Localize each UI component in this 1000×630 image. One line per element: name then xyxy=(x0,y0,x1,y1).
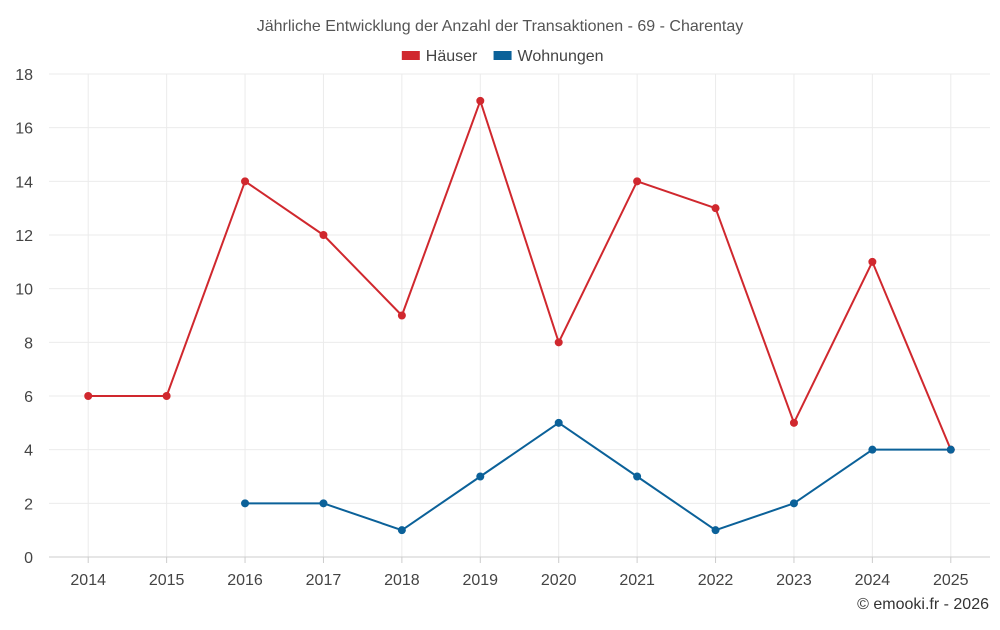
y-tick-label: 8 xyxy=(24,335,33,352)
x-tick-label: 2021 xyxy=(619,572,655,589)
series-wohnungen xyxy=(241,418,955,535)
data-point-häuser[interactable] xyxy=(633,177,642,186)
axes: 0 2 4 6 8 10 12 14 16 18 2014 2015 2016 2017 2018 2019 2… xyxy=(15,67,990,589)
data-point-wohnungen[interactable] xyxy=(946,445,955,454)
data-point-häuser[interactable] xyxy=(241,177,250,186)
y-tick-label: 12 xyxy=(15,228,33,245)
chart-title: Jährliche Entwicklung der Anzahl der Tra… xyxy=(257,18,743,35)
credit-text: © emooki.fr - 2026 xyxy=(857,596,989,613)
y-tick-label: 2 xyxy=(24,496,33,513)
legend-item-wohnungen[interactable]: Wohnungen xyxy=(493,48,604,65)
y-tick-label: 18 xyxy=(15,67,33,84)
data-point-wohnungen[interactable] xyxy=(476,472,485,481)
data-point-häuser[interactable] xyxy=(162,392,171,400)
x-tick-label: 2025 xyxy=(933,572,969,589)
x-tick-label: 2019 xyxy=(462,572,498,589)
legend: Häuser Wohnungen xyxy=(401,48,604,65)
data-point-häuser[interactable] xyxy=(397,311,406,320)
x-tick-label: 2014 xyxy=(70,572,106,589)
x-tick-label: 2018 xyxy=(384,572,420,589)
series-line-wohnungen xyxy=(245,421,951,532)
data-point-häuser[interactable] xyxy=(868,257,877,266)
data-point-wohnungen[interactable] xyxy=(319,499,328,508)
y-tick-label: 10 xyxy=(15,282,33,299)
y-tick-label: 16 xyxy=(15,121,33,138)
series-layer xyxy=(84,96,955,535)
x-tick-label: 2024 xyxy=(855,572,891,589)
data-point-wohnungen[interactable] xyxy=(554,418,563,427)
x-tick-label: 2017 xyxy=(306,572,342,589)
data-point-häuser[interactable] xyxy=(476,96,485,105)
y-tick-label: 14 xyxy=(15,174,33,191)
x-tick-label: 2016 xyxy=(227,572,263,589)
data-point-wohnungen[interactable] xyxy=(789,499,798,508)
series-line-häuser xyxy=(88,99,952,451)
legend-label: Häuser xyxy=(426,48,478,65)
data-point-wohnungen[interactable] xyxy=(633,472,642,481)
data-point-häuser[interactable] xyxy=(84,392,93,400)
x-tick-label: 2020 xyxy=(541,572,577,589)
legend-swatch xyxy=(493,51,512,60)
legend-swatch xyxy=(401,51,420,60)
data-point-wohnungen[interactable] xyxy=(711,526,720,535)
legend-item-häuser[interactable]: Häuser xyxy=(401,48,478,65)
data-point-häuser[interactable] xyxy=(554,338,563,347)
y-tick-label: 6 xyxy=(24,389,33,406)
series-häuser xyxy=(84,96,955,454)
grid xyxy=(49,73,990,558)
x-tick-label: 2023 xyxy=(776,572,812,589)
y-tick-label: 0 xyxy=(24,550,33,567)
data-point-häuser[interactable] xyxy=(711,204,720,213)
x-tick-label: 2022 xyxy=(698,572,734,589)
data-point-häuser[interactable] xyxy=(789,418,798,427)
x-tick-label: 2015 xyxy=(149,572,185,589)
data-point-wohnungen[interactable] xyxy=(868,445,877,454)
data-point-wohnungen[interactable] xyxy=(397,526,406,535)
data-point-häuser[interactable] xyxy=(319,231,328,239)
legend-label: Wohnungen xyxy=(518,48,604,65)
data-point-wohnungen[interactable] xyxy=(241,499,250,508)
y-tick-label: 4 xyxy=(24,443,33,460)
